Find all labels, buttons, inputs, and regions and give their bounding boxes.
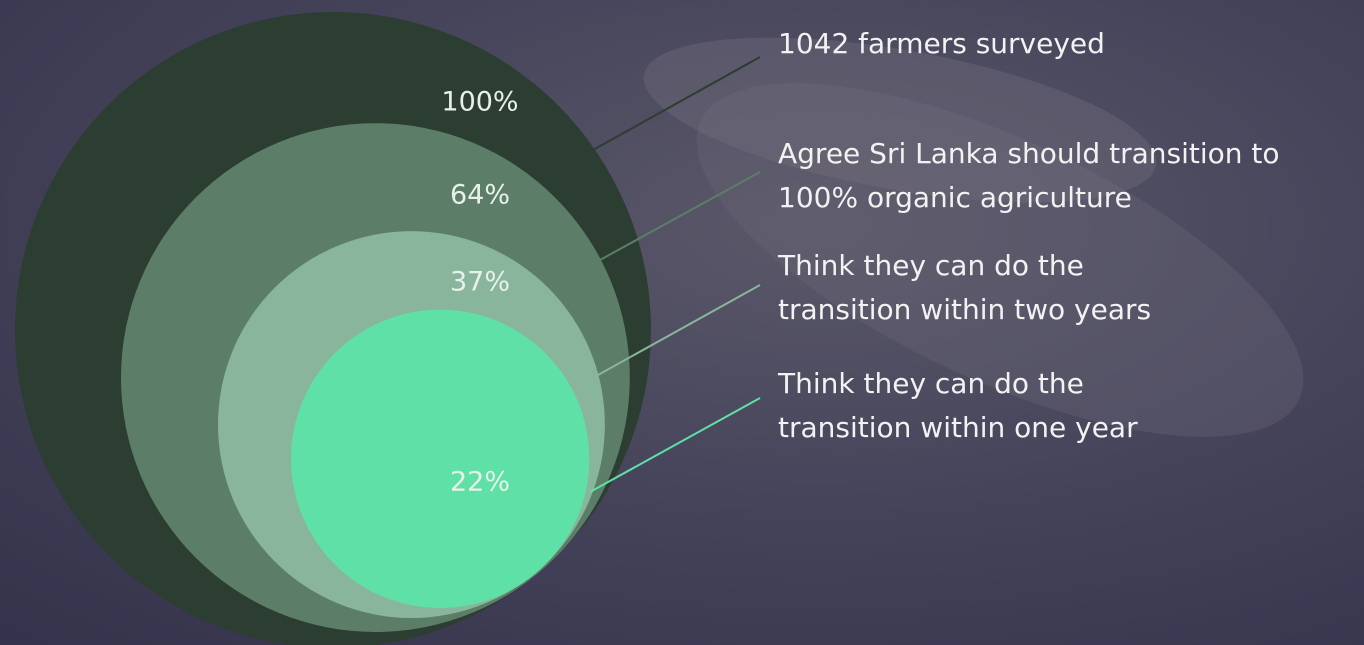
value-label: 22% bbox=[450, 467, 510, 498]
description: Agree Sri Lanka should transition to bbox=[778, 137, 1280, 170]
description: transition within one year bbox=[778, 411, 1138, 444]
chart: 100% 1042 farmers surveyed 64% Agree Sri La… bbox=[0, 0, 1364, 645]
description: Think they can do the bbox=[777, 249, 1084, 282]
description: Think they can do the bbox=[777, 367, 1084, 400]
value-label: 37% bbox=[450, 267, 510, 298]
description: 100% organic agriculture bbox=[778, 181, 1132, 214]
description: 1042 farmers surveyed bbox=[778, 27, 1105, 60]
value-label: 64% bbox=[450, 180, 510, 211]
circle bbox=[291, 310, 589, 608]
description: transition within two years bbox=[778, 293, 1151, 326]
value-label: 100% bbox=[441, 87, 518, 118]
